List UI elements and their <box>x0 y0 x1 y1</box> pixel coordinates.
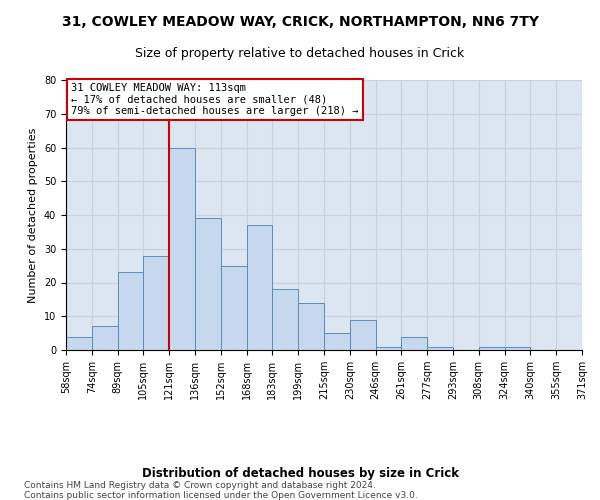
Text: 31 COWLEY MEADOW WAY: 113sqm
← 17% of detached houses are smaller (48)
79% of se: 31 COWLEY MEADOW WAY: 113sqm ← 17% of de… <box>71 82 359 116</box>
Text: 31, COWLEY MEADOW WAY, CRICK, NORTHAMPTON, NN6 7TY: 31, COWLEY MEADOW WAY, CRICK, NORTHAMPTO… <box>62 15 539 29</box>
Bar <box>118 272 143 350</box>
Bar <box>195 218 221 350</box>
Bar <box>169 148 195 350</box>
Bar <box>401 336 427 350</box>
Bar <box>376 346 401 350</box>
Bar <box>350 320 376 350</box>
Bar <box>324 333 350 350</box>
Bar <box>427 346 453 350</box>
Bar <box>247 225 272 350</box>
Text: Size of property relative to detached houses in Crick: Size of property relative to detached ho… <box>136 48 464 60</box>
Text: Contains HM Land Registry data © Crown copyright and database right 2024.
Contai: Contains HM Land Registry data © Crown c… <box>24 481 418 500</box>
Bar <box>66 336 92 350</box>
Bar <box>479 346 505 350</box>
Y-axis label: Number of detached properties: Number of detached properties <box>28 128 38 302</box>
Text: Distribution of detached houses by size in Crick: Distribution of detached houses by size … <box>142 468 458 480</box>
Bar <box>505 346 530 350</box>
Bar <box>272 289 298 350</box>
Bar <box>143 256 169 350</box>
Bar <box>221 266 247 350</box>
Bar <box>92 326 118 350</box>
Bar <box>298 303 324 350</box>
